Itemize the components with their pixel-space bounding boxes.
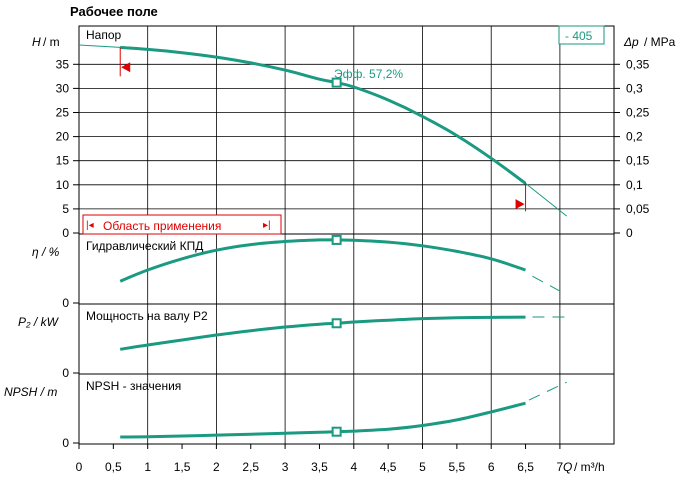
x-tick-label: 0 <box>76 460 83 474</box>
x-tick-label: 4,5 <box>380 460 397 474</box>
curves <box>78 44 568 439</box>
y-tick-label: 25 <box>56 106 70 120</box>
npsh-panel-frame <box>78 373 615 445</box>
eff-caption: Гидравлический КПД <box>86 239 203 253</box>
efficiency-extension-right <box>532 275 568 296</box>
y2-tick-label: 0,3 <box>626 81 643 95</box>
npsh-extension-right <box>528 381 567 401</box>
x-tick-label: 1,5 <box>174 460 191 474</box>
head-ylabel-unit: / m <box>43 35 60 49</box>
x-axis: 0 0,5 1 1,5 2 2,5 3 3,5 4 4,5 5 5,5 6 6,5 7 <box>76 444 564 474</box>
head-curve <box>120 45 527 185</box>
head-extension-left <box>78 44 121 48</box>
efficiency-curve <box>119 238 526 283</box>
application-range-box <box>82 214 282 235</box>
x-tick-label: 7 <box>557 460 564 474</box>
npsh-ylabel: NPSH / m <box>4 385 57 399</box>
x-tick-label: 3 <box>282 460 289 474</box>
y-tick-label: 30 <box>56 81 70 95</box>
efficiency-operating-point <box>331 234 342 245</box>
y2-tick-label: 0,05 <box>626 202 650 216</box>
y-tick-label: 0 <box>62 226 69 240</box>
y2-tick-label: 0,15 <box>626 154 650 168</box>
range-left-arrow: |◂ <box>86 220 94 231</box>
x-tick-label: 5 <box>419 460 426 474</box>
power-curve <box>119 315 526 351</box>
power-caption: Мощность на валу P2 <box>86 309 208 323</box>
npsh-curve <box>120 401 526 439</box>
efficiency-annotation: Эфф. 57,2% <box>334 67 403 81</box>
x-axis-label-unit: / m³/h <box>574 460 605 474</box>
head-ylabel-symbol: H <box>32 35 41 49</box>
y-tick-label: 20 <box>56 130 70 144</box>
y2-tick-label: 0,25 <box>626 106 650 120</box>
range-end-marker <box>515 199 525 210</box>
y-tick-label: 35 <box>56 57 70 71</box>
plot-frames <box>78 25 615 445</box>
y2-tick-label: 0,1 <box>626 178 643 192</box>
x-tick-label: 2,5 <box>242 460 259 474</box>
dp-ylabel-unit: / MPa <box>644 35 676 49</box>
x-axis-label-q: Q <box>563 460 572 474</box>
dp-ylabel-symbol: Δp <box>623 35 639 49</box>
x-tick-label: 5,5 <box>449 460 466 474</box>
y-tick-label: 10 <box>56 178 70 192</box>
y2-tick-label: 0 <box>626 226 633 240</box>
pump-badge-frame <box>558 25 605 45</box>
x-tick-label: 6 <box>488 460 495 474</box>
x-tick-label: 1 <box>144 460 151 474</box>
x-tick-label: 0,5 <box>105 460 122 474</box>
y-axes: 0 5 10 15 20 25 30 35 0 0,05 0,1 0,15 0,2 0,25 0,3 0,35… <box>56 57 650 450</box>
x-tick-label: 4 <box>350 460 357 474</box>
chart-title: Рабочее поле <box>70 4 158 19</box>
pump-badge: - 405 <box>565 29 593 43</box>
npsh-operating-point <box>331 426 342 437</box>
power-operating-point <box>331 318 342 329</box>
x-tick-label: 6,5 <box>517 460 534 474</box>
head-panel-frame <box>78 25 615 235</box>
npsh-y-tick-label: 0 <box>62 436 69 450</box>
y-tick-label: 15 <box>56 154 70 168</box>
power-ylabel: P₂ / kW <box>18 315 60 329</box>
head-operating-point <box>331 77 342 88</box>
range-right-arrow: ▸| <box>263 220 271 231</box>
y-tick-label: 5 <box>62 202 69 216</box>
x-tick-label: 3,5 <box>311 460 328 474</box>
eff-ylabel: η / % <box>32 245 60 259</box>
grid <box>79 26 614 444</box>
npsh-caption: NPSH - значения <box>86 379 181 393</box>
power-y-tick-label: 0 <box>62 366 69 380</box>
application-range-label: Область применения <box>103 219 221 233</box>
y2-tick-label: 0,2 <box>626 130 643 144</box>
head-caption: Напор <box>86 28 122 42</box>
y2-tick-label: 0,35 <box>626 57 650 71</box>
head-extension-right <box>525 182 568 217</box>
eff-y-tick-label: 0 <box>62 296 69 310</box>
range-start-marker <box>121 62 131 73</box>
x-tick-label: 2 <box>213 460 220 474</box>
